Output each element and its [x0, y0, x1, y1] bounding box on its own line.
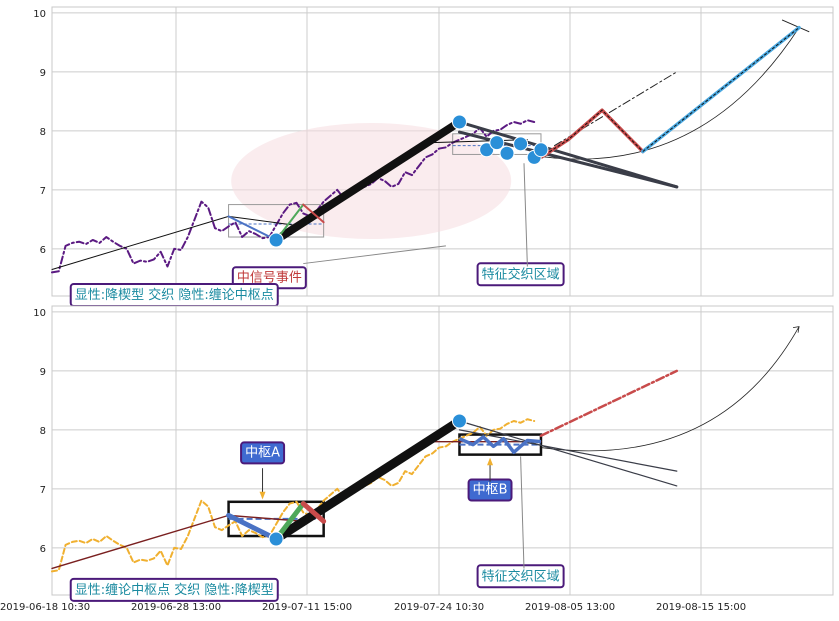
series-stroke-blue [227, 215, 278, 241]
arrowhead [487, 457, 494, 466]
signal-marker [268, 531, 284, 547]
series-trend-thick [271, 416, 464, 544]
x-tick-label: 2019-07-11 15:00 [262, 602, 352, 613]
y-tick-label: 9 [40, 68, 46, 79]
annotation-label: 显性:缠论中枢点 交织 隐性:降楔型 [75, 582, 274, 598]
arrowhead [259, 491, 266, 500]
signal-marker [513, 136, 529, 152]
series-converging-upper [458, 420, 678, 487]
y-tick-label: 6 [40, 245, 46, 256]
series-stroke-red [300, 501, 327, 524]
series-stroke-blue [226, 512, 279, 542]
end-cap [781, 19, 810, 33]
series-dash-projection [539, 369, 679, 438]
series-blue-ascent-overlay [642, 27, 800, 152]
y-tick-label: 10 [33, 308, 46, 319]
y-tick-label: 9 [40, 367, 46, 378]
signal-marker [533, 142, 549, 158]
x-tick-label: 2019-08-15 15:00 [656, 602, 746, 613]
signal-marker [451, 413, 467, 429]
annotation-arrow [520, 456, 525, 569]
series-stroke-red [302, 203, 325, 224]
y-tick-label: 7 [40, 485, 46, 496]
signal-marker [268, 232, 284, 248]
series-converging-upper [457, 120, 679, 189]
y-tick-label: 8 [40, 426, 46, 437]
curve-arrowhead [792, 326, 800, 333]
panel-bottom: 6 7 8 9 10 2019-06-18 10:30 2019-06-28 13:00 20… [0, 305, 834, 613]
x-tick-label: 2019-08-05 13:00 [525, 602, 615, 613]
x-tick-label: 2019-07-24 10:30 [394, 602, 484, 613]
y-tick-label: 7 [40, 186, 46, 197]
annotation-box [476, 262, 565, 287]
signal-marker [489, 135, 505, 151]
signal-marker [479, 142, 495, 158]
series-converging-lower [458, 429, 678, 472]
x-tick-label: 2019-06-18 10:30 [0, 602, 90, 613]
annotation-box [476, 564, 565, 589]
x-tick-label: 2019-06-28 13:00 [131, 602, 221, 613]
annotation-box [240, 441, 286, 465]
signal-marker [451, 114, 467, 130]
annotation-label: 中信号事件 [237, 270, 302, 285]
annotation-label: 特征交织区域 [482, 266, 560, 282]
annotation-label: 显性:降楔型 交织 隐性:缠论中枢点 [75, 287, 274, 303]
plot-frame [51, 305, 834, 596]
y-tick-label: 6 [40, 544, 46, 555]
y-tick-label: 10 [33, 9, 46, 20]
annotation-label: 特征交织区域 [482, 568, 560, 584]
annotation-box [69, 577, 279, 602]
zhongshu-b-zigzag [458, 435, 542, 455]
projection-curve [540, 326, 800, 452]
annotation-arrow [303, 245, 446, 265]
signal-marker [499, 145, 515, 161]
y-tick-label: 8 [40, 127, 46, 138]
annotation-label: 中枢A [245, 445, 280, 460]
annotation-arrow [523, 163, 528, 267]
series-trend-thick [272, 118, 464, 244]
series-red-zigzag-overlay [540, 109, 644, 158]
annotation-label: 中枢B [473, 483, 508, 498]
